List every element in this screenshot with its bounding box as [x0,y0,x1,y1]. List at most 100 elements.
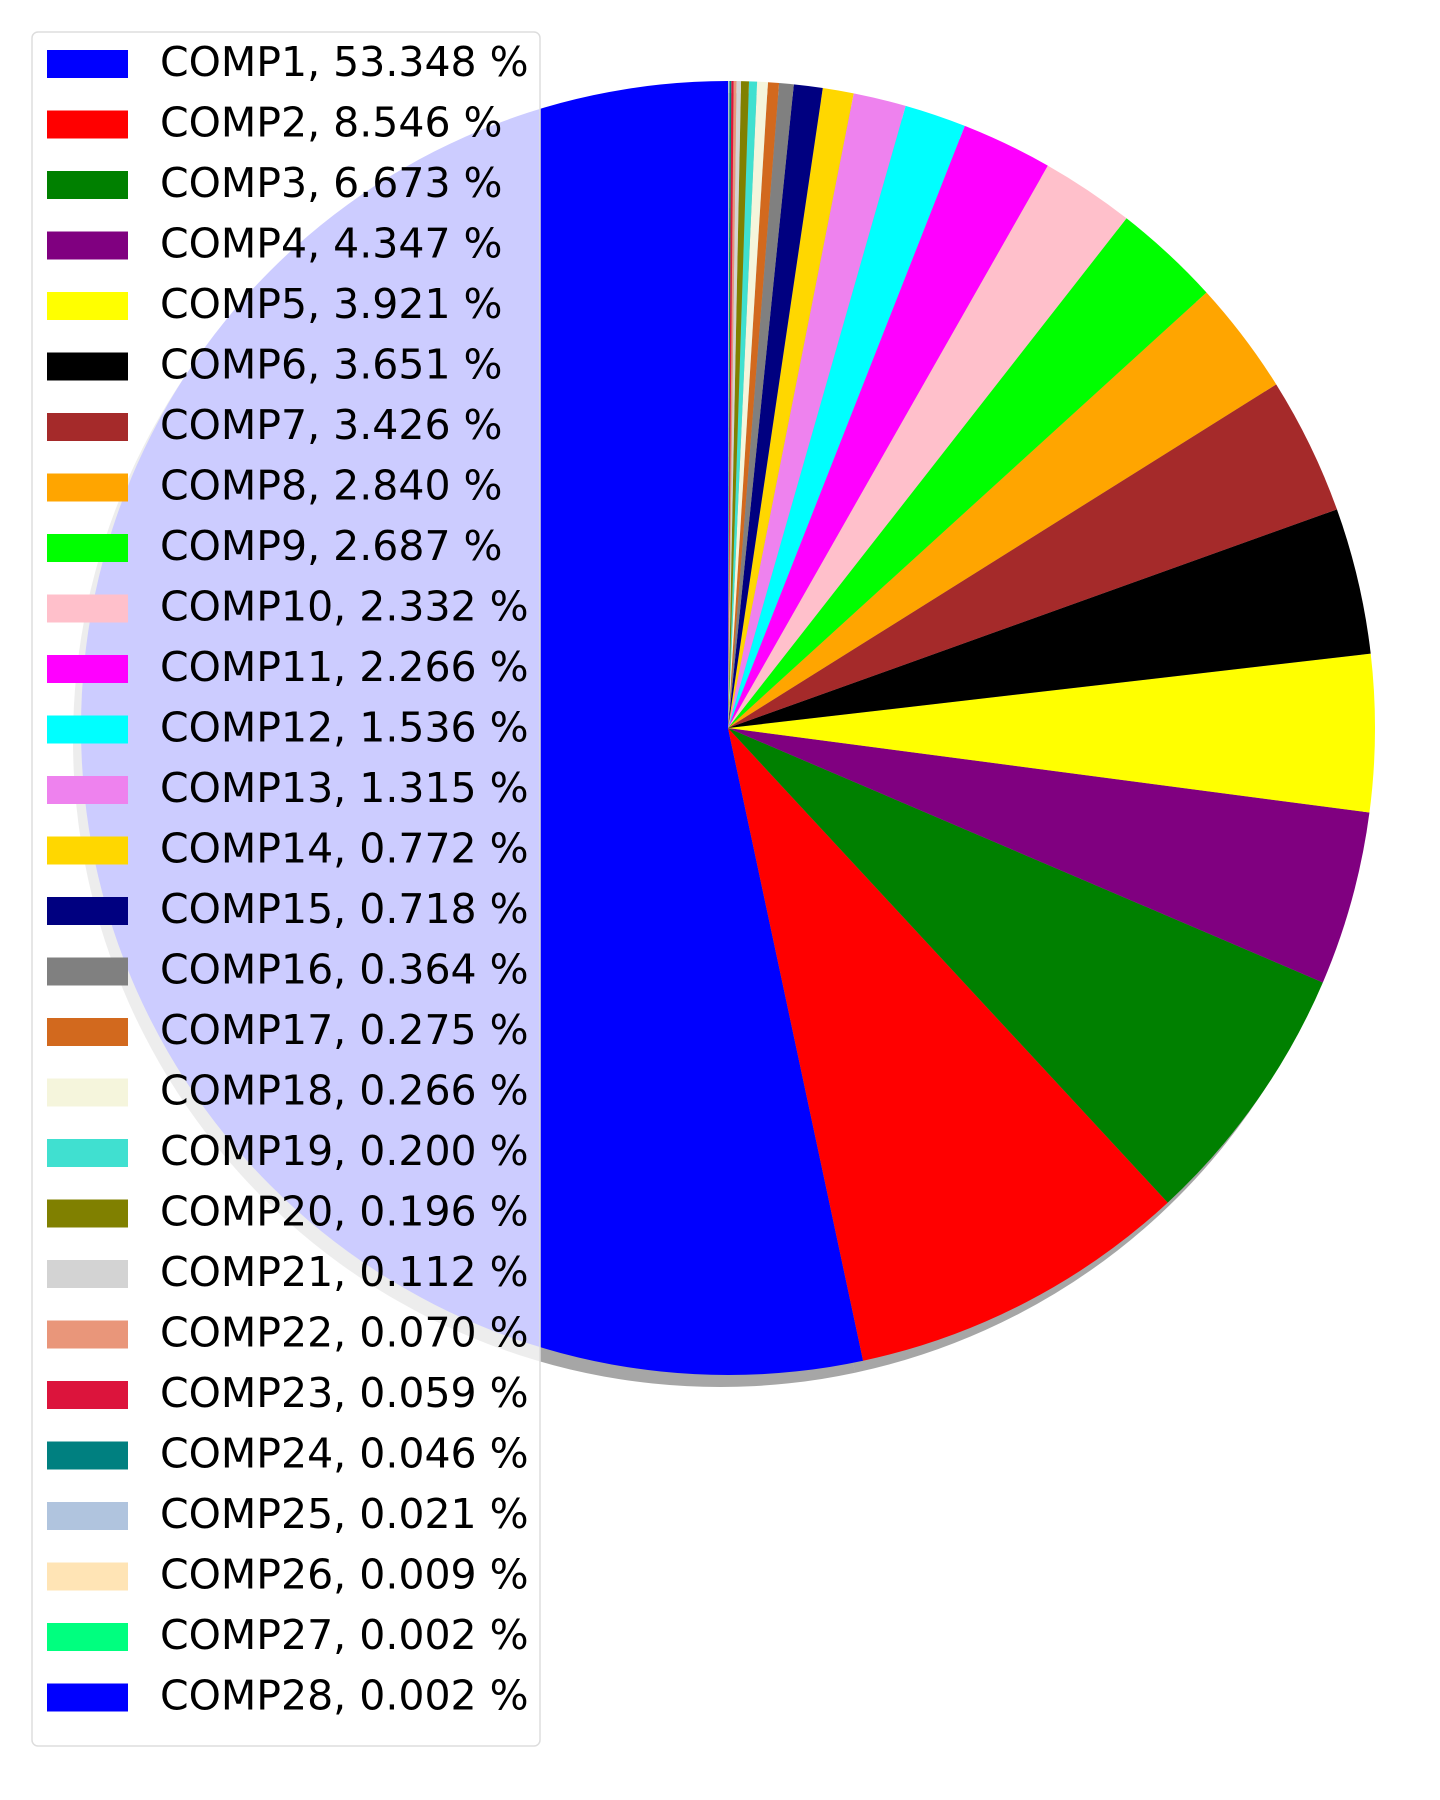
legend-swatch-comp10 [47,594,128,623]
legend-entry-comp13: COMP13, 1.315 % [47,764,529,812]
pie-slice-comp11 [728,125,1048,729]
legend-swatch-comp24 [47,1441,128,1470]
legend-swatch-comp9 [47,534,128,562]
legend-swatch-comp7 [47,413,128,441]
legend-entry-comp8: COMP8, 2.840 % [47,462,503,510]
legend-entry-comp16: COMP16, 0.364 % [47,946,529,994]
pie-slice-comp16 [728,83,794,728]
pie-slice-comp23 [728,81,734,728]
legend-label-comp11: COMP11, 2.266 % [160,643,529,691]
legend-label-comp4: COMP4, 4.347 % [160,220,503,268]
legend-entry-comp20: COMP20, 0.196 % [47,1188,529,1236]
legend-entry-comp18: COMP18, 0.266 % [47,1067,529,1115]
legend-label-comp18: COMP18, 0.266 % [160,1067,529,1115]
legend-entry-comp27: COMP27, 0.002 % [47,1611,529,1659]
pie-slice-comp14 [728,87,854,728]
legend-label-comp3: COMP3, 6.673 % [160,159,503,207]
legend-entry-comp1: COMP1, 53.348 % [47,38,529,86]
legend-entry-comp26: COMP26, 0.009 % [47,1551,529,1599]
legend-entry-comp5: COMP5, 3.921 % [47,280,503,328]
legend-label-comp2: COMP2, 8.546 % [160,99,503,147]
legend-entry-comp10: COMP10, 2.332 % [47,583,529,631]
legend-swatch-comp1 [47,50,128,78]
pie-slice-comp4 [728,728,1370,983]
pie-slice-comp12 [728,105,965,728]
legend-swatch-comp14 [47,836,128,865]
legend-swatch-comp8 [47,473,128,502]
legend-label-comp24: COMP24, 0.046 % [160,1430,529,1478]
legend-label-comp28: COMP28, 0.002 % [160,1672,529,1720]
legend-label-comp12: COMP12, 1.536 % [160,704,529,752]
legend-label-comp15: COMP15, 0.718 % [160,885,529,933]
legend-swatch-comp17 [47,1018,128,1046]
legend-label-comp20: COMP20, 0.196 % [160,1188,529,1236]
legend-swatch-comp3 [47,171,128,199]
legend-label-comp10: COMP10, 2.332 % [160,583,529,631]
legend-label-comp22: COMP22, 0.070 % [160,1309,529,1357]
legend-entry-comp21: COMP21, 0.112 % [47,1248,529,1296]
legend-frame [31,31,541,1747]
legend-entry-comp11: COMP11, 2.266 % [47,643,529,691]
legend-entry-comp23: COMP23, 0.059 % [47,1369,529,1417]
pie-slice-comp20 [728,81,750,728]
legend-label-comp14: COMP14, 0.772 % [160,825,529,873]
pie-slice-comp22 [728,81,737,729]
legend-swatch-comp27 [47,1623,128,1651]
legend: COMP1, 53.348 % COMP2, 8.546 % COMP3, 6.67… [31,31,541,1747]
legend-entry-comp17: COMP17, 0.275 % [47,1006,529,1054]
legend-swatch-comp12 [47,715,128,744]
pie-slice-comp26 [728,81,729,729]
pie-slice-comp19 [728,81,758,729]
legend-label-comp19: COMP19, 0.200 % [160,1127,529,1175]
pie-slice-comp18 [728,81,768,729]
legend-swatch-comp6 [47,352,128,381]
legend-swatch-comp4 [47,231,128,260]
legend-label-comp17: COMP17, 0.275 % [160,1006,529,1054]
pie-slice-comp24 [728,81,732,729]
legend-label-comp16: COMP16, 0.364 % [160,946,529,994]
pie-slice-comp25 [728,81,730,728]
legend-entries: COMP1, 53.348 % COMP2, 8.546 % COMP3, 6.67… [47,38,529,1720]
legend-entry-comp22: COMP22, 0.070 % [47,1309,529,1357]
pie-slice-comp5 [728,653,1376,813]
legend-entry-comp9: COMP9, 2.687 % [47,522,503,570]
legend-label-comp9: COMP9, 2.687 % [160,522,503,570]
legend-entry-comp4: COMP4, 4.347 % [47,220,503,268]
legend-swatch-comp11 [47,655,128,683]
pie-slice-comp13 [728,93,906,728]
legend-label-comp1: COMP1, 53.348 % [160,38,529,86]
pie-slice-comp7 [728,384,1337,728]
legend-swatch-comp15 [47,897,128,925]
legend-entry-comp19: COMP19, 0.200 % [47,1127,529,1175]
legend-swatch-comp18 [47,1078,128,1107]
pie-slice-comp6 [728,509,1371,728]
legend-entry-comp2: COMP2, 8.546 % [47,99,503,147]
legend-swatch-comp28 [47,1683,128,1712]
legend-label-comp5: COMP5, 3.921 % [160,280,503,328]
legend-label-comp23: COMP23, 0.059 % [160,1369,529,1417]
legend-entry-comp7: COMP7, 3.426 % [47,401,503,449]
legend-swatch-comp22 [47,1320,128,1349]
legend-entry-comp24: COMP24, 0.046 % [47,1430,529,1478]
legend-label-comp27: COMP27, 0.002 % [160,1611,529,1659]
pie-slice-comp10 [728,165,1127,728]
legend-label-comp8: COMP8, 2.840 % [160,462,503,510]
pie-slice-comp2 [728,728,1168,1361]
pie-slice-comp3 [728,728,1323,1203]
legend-swatch-comp19 [47,1139,128,1167]
legend-swatch-comp2 [47,110,128,139]
legend-label-comp25: COMP25, 0.021 % [160,1490,529,1538]
legend-swatch-comp16 [47,957,128,986]
pie-slice-comp8 [728,292,1277,728]
legend-entry-comp12: COMP12, 1.536 % [47,704,529,752]
legend-swatch-comp21 [47,1260,128,1288]
pie-slice-comp21 [728,81,742,728]
legend-entry-comp25: COMP25, 0.021 % [47,1490,529,1538]
legend-swatch-comp5 [47,292,128,320]
legend-label-comp13: COMP13, 1.315 % [160,764,529,812]
legend-swatch-comp23 [47,1381,128,1409]
legend-label-comp21: COMP21, 0.112 % [160,1248,529,1296]
legend-swatch-comp20 [47,1199,128,1228]
legend-swatch-comp25 [47,1502,128,1530]
legend-entry-comp6: COMP6, 3.651 % [47,341,503,389]
